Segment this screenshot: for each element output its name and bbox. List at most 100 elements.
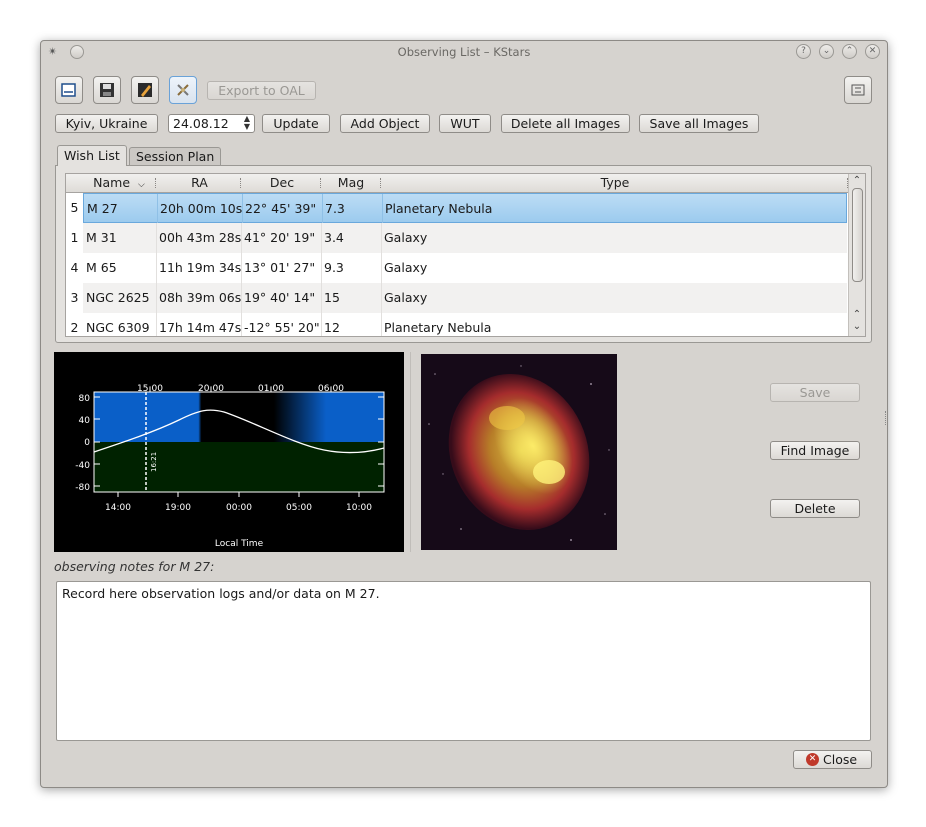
wish-list-panel: Name ⌵ RA Dec Mag Type 5 M 27 20h 00m 10…: [55, 165, 872, 343]
table-scrollbar[interactable]: ⌃ ⌃ ⌄: [848, 174, 865, 336]
resize-grip[interactable]: [885, 411, 889, 425]
column-header-ra[interactable]: RA: [191, 175, 208, 190]
open-file-button[interactable]: [55, 76, 83, 104]
ground-band: [94, 442, 384, 492]
wut-button[interactable]: WUT: [439, 114, 491, 133]
notes-textarea[interactable]: Record here observation logs and/or data…: [56, 581, 871, 741]
cell-dec: 41° 20' 19": [244, 230, 316, 245]
nebula-image: [421, 354, 617, 550]
pin-icon[interactable]: [70, 45, 84, 59]
open-file-icon: [61, 83, 76, 97]
virtual-observatory-button[interactable]: [169, 76, 197, 104]
scrollbar-thumb[interactable]: [852, 188, 863, 282]
date-value: 24.08.12: [173, 116, 229, 131]
date-spinbox[interactable]: 24.08.12 ▲ ▼: [168, 114, 255, 133]
table-row-selected[interactable]: M 27 20h 00m 10s 22° 45' 39" 7.3 Planeta…: [83, 193, 847, 224]
scroll-up-small-icon[interactable]: ⌃: [852, 309, 862, 320]
maximize-icon[interactable]: ⌃: [842, 44, 857, 59]
scroll-up-icon[interactable]: ⌃: [852, 175, 862, 186]
column-header-mag[interactable]: Mag: [337, 175, 365, 190]
help-icon[interactable]: ?: [796, 44, 811, 59]
cell-name: M 27: [87, 201, 118, 216]
table-row[interactable]: M 65 11h 19m 34s 13° 01' 27" 9.3 Galaxy: [83, 253, 847, 283]
altitude-plot[interactable]: 15:00 20:00 01:00 06:00 80 40 0 -40 -80 …: [54, 352, 404, 552]
save-all-images-button[interactable]: Save all Images: [639, 114, 759, 133]
tab-session-plan[interactable]: Session Plan: [129, 147, 222, 165]
column-header-type[interactable]: Type: [600, 175, 630, 190]
cell-name: NGC 6309: [86, 320, 150, 335]
object-image: [421, 354, 617, 550]
column-separator[interactable]: [320, 178, 322, 188]
delete-all-images-button[interactable]: Delete all Images: [501, 114, 630, 133]
title-bar[interactable]: ✴ Observing List – KStars ? ⌄ ⌃ ✕: [41, 41, 887, 63]
table-row[interactable]: NGC 2625 08h 39m 06s 19° 40' 14" 15 Gala…: [83, 283, 847, 313]
close-circle-icon: ✕: [806, 753, 819, 766]
cell-name: NGC 2625: [86, 290, 150, 305]
scroll-down-icon[interactable]: ⌄: [852, 321, 862, 332]
close-window-icon[interactable]: ✕: [865, 44, 880, 59]
add-object-button[interactable]: Add Object: [340, 114, 430, 133]
app-icon[interactable]: ✴: [48, 45, 58, 58]
cell-name: M 65: [86, 260, 117, 275]
spin-arrows-icon[interactable]: ▲ ▼: [243, 114, 250, 131]
edit-pencil-icon: [138, 83, 152, 97]
cell-name: M 31: [86, 230, 117, 245]
cell-ra: 00h 43m 28s: [159, 230, 242, 245]
delete-image-button[interactable]: Delete: [770, 499, 860, 518]
bottom-tick-label: 10:00: [346, 503, 372, 513]
floppy-save-icon: [100, 83, 114, 97]
cell-type: Galaxy: [384, 260, 428, 275]
close-button[interactable]: ✕ Close: [793, 750, 872, 769]
cell-mag: 7.3: [325, 201, 345, 216]
cell-dec: -12° 55' 20": [244, 320, 320, 335]
cell-ra: 20h 00m 10s: [160, 201, 243, 216]
table-row[interactable]: NGC 6309 17h 14m 47s -12° 55' 20" 12 Pla…: [83, 313, 847, 336]
export-oal-button[interactable]: Export to OAL: [207, 81, 316, 100]
splitter-handle[interactable]: [410, 352, 415, 552]
bottom-tick-label: 00:00: [226, 503, 252, 513]
cell-dec: 22° 45' 39": [245, 201, 317, 216]
cell-mag: 12: [324, 320, 340, 335]
cell-mag: 15: [324, 290, 340, 305]
save-file-button[interactable]: [93, 76, 121, 104]
cell-dec: 19° 40' 14": [244, 290, 316, 305]
y-tick-label: 80: [79, 394, 91, 404]
notes-label: observing notes for M 27:: [54, 559, 215, 574]
cell-type: Galaxy: [384, 290, 428, 305]
column-separator[interactable]: [155, 178, 157, 188]
bottom-tick-label: 14:00: [105, 503, 131, 513]
toggle-view-button[interactable]: [844, 76, 872, 104]
column-header-name[interactable]: Name ⌵: [93, 175, 145, 190]
y-tick-label: 0: [84, 438, 90, 448]
location-button[interactable]: Kyiv, Ukraine: [55, 114, 158, 133]
minimize-icon[interactable]: ⌄: [819, 44, 834, 59]
find-image-button[interactable]: Find Image: [770, 441, 860, 460]
update-button[interactable]: Update: [262, 114, 330, 133]
bottom-tick-label: 05:00: [286, 503, 312, 513]
plot-xlabel: Local Time: [215, 539, 264, 549]
cell-dec: 13° 01' 27": [244, 260, 316, 275]
row-index[interactable]: 3: [70, 290, 79, 305]
close-label: Close: [823, 752, 858, 767]
row-index[interactable]: 2: [70, 320, 79, 335]
row-index[interactable]: 1: [70, 230, 79, 245]
column-separator[interactable]: [240, 178, 242, 188]
cell-ra: 17h 14m 47s: [159, 320, 242, 335]
object-table[interactable]: Name ⌵ RA Dec Mag Type 5 M 27 20h 00m 10…: [65, 173, 866, 337]
row-index[interactable]: 5: [70, 200, 79, 215]
column-separator[interactable]: [380, 178, 382, 188]
tab-wish-list[interactable]: Wish List: [57, 145, 127, 166]
column-header-dec[interactable]: Dec: [269, 175, 295, 190]
column-separator[interactable]: [847, 178, 849, 188]
save-image-button[interactable]: Save: [770, 383, 860, 402]
altitude-curve: [93, 409, 385, 454]
bottom-tick-label: 19:00: [165, 503, 191, 513]
row-index[interactable]: 4: [70, 260, 79, 275]
y-tick-label: -40: [75, 461, 90, 471]
cell-type: Planetary Nebula: [385, 201, 493, 216]
table-header: Name ⌵ RA Dec Mag Type: [66, 174, 849, 193]
open-in-skymap-button[interactable]: [131, 76, 159, 104]
table-row[interactable]: M 31 00h 43m 28s 41° 20' 19" 3.4 Galaxy: [83, 223, 847, 253]
cell-type: Galaxy: [384, 230, 428, 245]
plot-ticks: [94, 387, 384, 497]
